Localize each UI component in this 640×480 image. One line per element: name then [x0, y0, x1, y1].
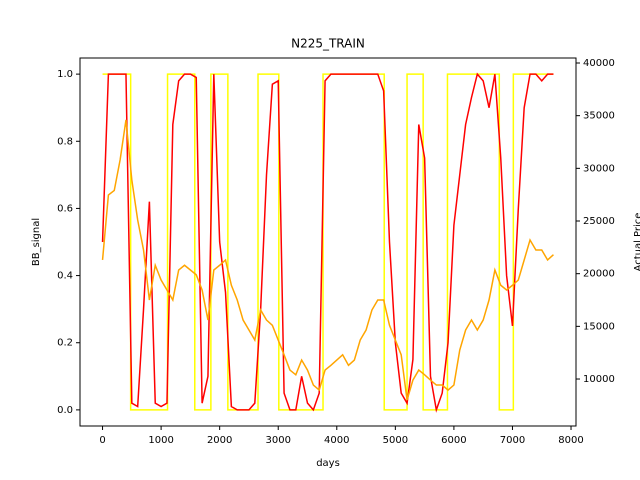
y2-tick-label: 40000 [583, 58, 615, 69]
y-tick-label: 0.4 [57, 271, 73, 282]
y-tick-label: 0.8 [57, 136, 73, 147]
y-axis-label: BB_signal [31, 218, 42, 266]
series-line [101, 72, 554, 413]
x-tick-label: 4000 [324, 435, 349, 446]
y2-tick-label: 10000 [583, 374, 615, 385]
x-tick-label: 5000 [383, 435, 408, 446]
y-tick-label: 1.0 [57, 69, 73, 80]
x-tick-label: 1000 [148, 435, 173, 446]
y-tick-label: 0.0 [57, 405, 73, 416]
x-tick-label: 6000 [441, 435, 466, 446]
plot-frame [79, 57, 577, 427]
y2-tick-label: 25000 [583, 216, 615, 227]
y2-tick-label: 15000 [583, 321, 615, 332]
y2-tick-label: 30000 [583, 163, 615, 174]
x-tick-label: 0 [99, 435, 105, 446]
y2-tick-label: 35000 [583, 111, 615, 122]
x-tick-label: 7000 [500, 435, 525, 446]
x-tick-label: 8000 [558, 435, 583, 446]
x-axis-label: days [316, 458, 340, 469]
series-line [101, 119, 554, 401]
y-tick-label: 0.2 [57, 338, 73, 349]
y2-tick-label: 20000 [583, 269, 615, 280]
y-tick-label: 0.6 [57, 203, 73, 214]
x-tick-label: 2000 [207, 435, 232, 446]
x-tick-label: 3000 [265, 435, 290, 446]
y2-axis-label: Actual Price [633, 213, 640, 272]
chart-title: N225_TRAIN [291, 37, 365, 51]
